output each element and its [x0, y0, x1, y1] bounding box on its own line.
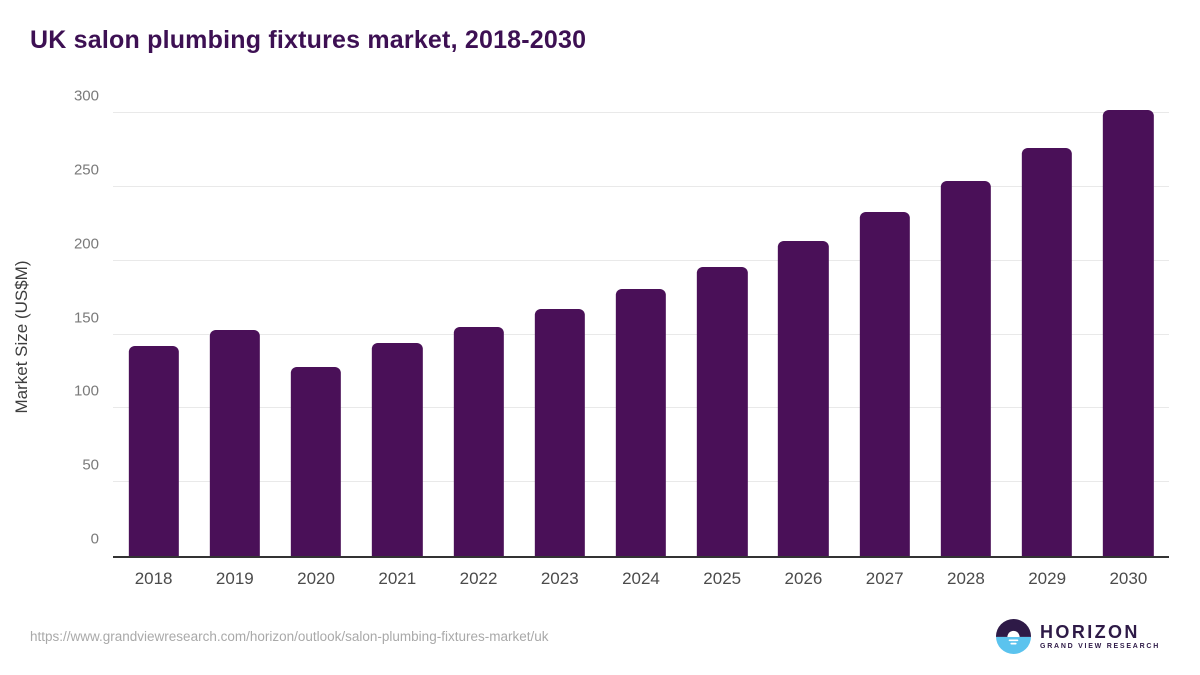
- x-tick-label: 2022: [459, 569, 498, 588]
- source-url: https://www.grandviewresearch.com/horizo…: [30, 629, 549, 644]
- horizon-logo-text: HORIZON GRAND VIEW RESEARCH: [1040, 621, 1160, 651]
- y-tick-label: 250: [73, 161, 99, 179]
- horizon-logo: HORIZON GRAND VIEW RESEARCH: [996, 619, 1160, 654]
- bar-slot: 2022: [438, 113, 519, 588]
- bar-2028: [940, 180, 992, 556]
- horizon-sun-icon: [996, 619, 1032, 654]
- x-tick-label: 2025: [703, 569, 742, 588]
- y-tick-label: 300: [73, 87, 99, 105]
- logo-name: HORIZON: [1040, 621, 1140, 642]
- gridline: [113, 112, 1169, 113]
- bar-2024: [615, 288, 667, 556]
- x-tick-label: 2024: [622, 569, 660, 588]
- bar-2021: [372, 343, 423, 556]
- y-tick-label: 100: [73, 382, 99, 400]
- bar-slot: 2025: [682, 113, 763, 588]
- plot-area: 0 50 100 150 200 250 300 2018 2019 2020 2021 2022 20…: [74, 88, 1169, 588]
- x-tick-label: 2027: [865, 569, 904, 588]
- bar-2020: [290, 367, 342, 556]
- bar-2030: [1103, 110, 1154, 556]
- bar-slot: 2026: [763, 113, 844, 588]
- y-axis-title: Market Size (US$M): [12, 260, 31, 414]
- x-tick-label: 2028: [946, 569, 985, 588]
- bar-slot: 2024: [600, 113, 681, 588]
- y-tick-label: 0: [90, 530, 99, 548]
- y-tick-label: 50: [82, 456, 99, 474]
- x-tick-label: 2021: [378, 569, 417, 588]
- bar-2029: [1021, 148, 1073, 556]
- bar-slot: 2019: [194, 113, 275, 588]
- bar-2023: [534, 309, 585, 556]
- chart-title: UK salon plumbing fixtures market, 2018-…: [30, 26, 587, 54]
- x-tick-label: 2019: [215, 569, 254, 588]
- bar-2018: [128, 346, 179, 556]
- gridline: [113, 259, 1169, 261]
- bar-slot: 2029: [1007, 113, 1088, 588]
- bar-2027: [859, 211, 910, 556]
- bar-slot: 2023: [519, 113, 600, 588]
- bar-2022: [453, 327, 504, 556]
- y-tick-label: 150: [73, 309, 99, 326]
- y-tick-label: 200: [73, 235, 99, 253]
- x-tick-label: 2026: [784, 569, 823, 588]
- bar-2026: [778, 241, 829, 556]
- x-tick-label: 2029: [1028, 569, 1067, 588]
- bar-2025: [697, 266, 748, 556]
- x-tick-label: 2030: [1109, 569, 1148, 588]
- bar-slot: 2030: [1088, 110, 1169, 588]
- bar-slot: 2021: [357, 113, 438, 588]
- x-tick-label: 2023: [540, 569, 579, 588]
- x-tick-label: 2018: [134, 569, 173, 588]
- bar-slot: 2028: [925, 113, 1006, 588]
- bar-slot: 2027: [844, 113, 925, 588]
- logo-subtitle: GRAND VIEW RESEARCH: [1040, 643, 1160, 651]
- bar-slot: 2020: [275, 113, 356, 588]
- bar-2019: [209, 330, 260, 556]
- bar-slot: 2018: [113, 113, 194, 588]
- x-tick-label: 2020: [297, 569, 335, 588]
- gridline: [113, 185, 1169, 187]
